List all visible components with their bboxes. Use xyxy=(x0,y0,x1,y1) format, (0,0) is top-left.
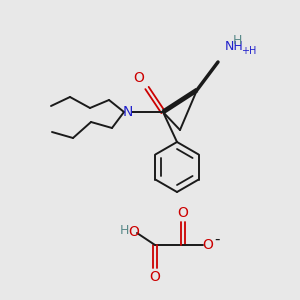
Text: -: - xyxy=(214,232,220,247)
Text: O: O xyxy=(178,206,188,220)
Text: O: O xyxy=(150,270,160,284)
Text: H: H xyxy=(232,34,242,46)
Text: N: N xyxy=(123,105,133,119)
Text: H: H xyxy=(119,224,129,236)
Text: O: O xyxy=(202,238,213,252)
Text: +H: +H xyxy=(241,46,256,56)
Text: NH: NH xyxy=(225,40,244,53)
Text: O: O xyxy=(134,71,144,85)
Text: O: O xyxy=(129,225,140,239)
